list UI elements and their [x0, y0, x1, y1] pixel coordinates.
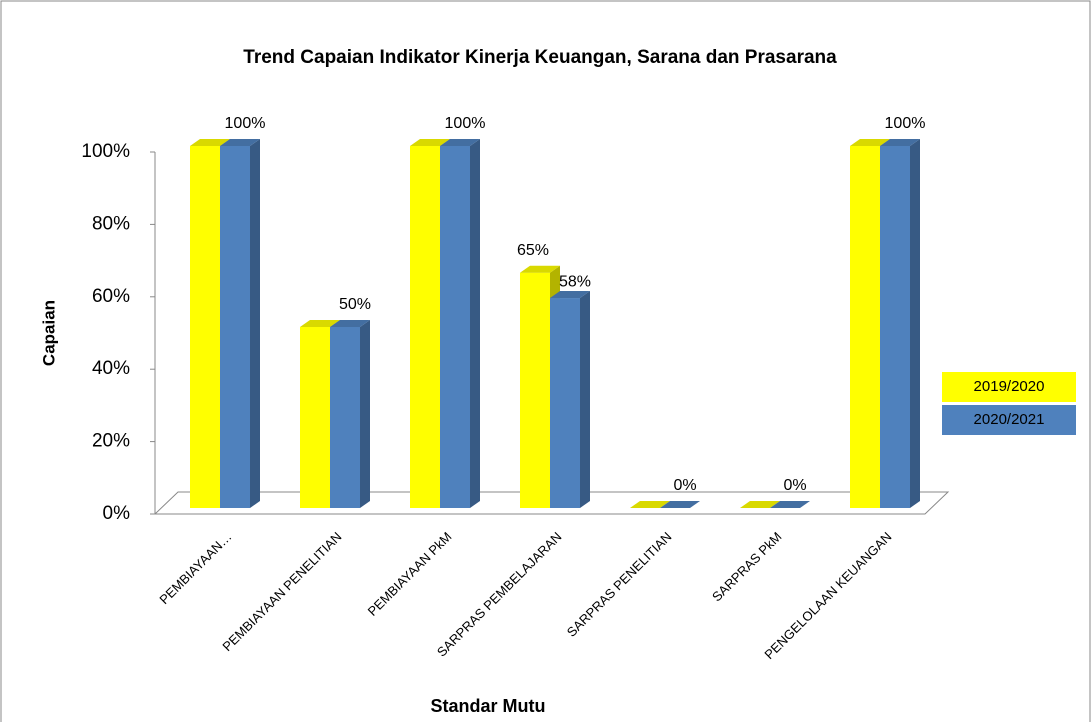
- legend-label: 2019/2020: [974, 378, 1045, 395]
- bar-top: [440, 139, 480, 146]
- bar: [850, 146, 880, 508]
- bar-side: [910, 139, 920, 508]
- bar: [220, 146, 250, 508]
- y-tick-label: 80%: [92, 213, 130, 234]
- y-axis-title: Capaian: [39, 300, 58, 366]
- bar-top: [330, 320, 370, 327]
- bar: [520, 272, 550, 508]
- data-label: 100%: [225, 115, 266, 132]
- y-tick-label: 40%: [92, 358, 130, 379]
- data-label: 0%: [783, 477, 806, 494]
- bar-top: [410, 139, 450, 146]
- bar-top: [300, 320, 340, 327]
- legend-label: 2020/2021: [974, 411, 1045, 428]
- bar-side: [470, 139, 480, 508]
- legend-swatch: [942, 405, 1076, 435]
- bar: [880, 146, 910, 508]
- bar-top: [770, 501, 810, 508]
- data-label: 0%: [673, 477, 696, 494]
- bar-top: [190, 139, 230, 146]
- legend-swatch: [942, 372, 1076, 402]
- bar: [300, 327, 330, 508]
- bar: [190, 146, 220, 508]
- chart-title: Trend Capaian Indikator Kinerja Keuangan…: [243, 47, 837, 68]
- bar-top: [550, 291, 590, 299]
- bar-top: [740, 501, 780, 508]
- bar-top: [880, 139, 920, 146]
- y-tick-label: 100%: [81, 141, 130, 162]
- floor: [153, 491, 950, 515]
- bar: [440, 146, 470, 508]
- bar-side: [250, 139, 260, 508]
- bar-top: [520, 265, 560, 273]
- bar-top: [630, 501, 670, 508]
- bar-top: [220, 139, 260, 146]
- y-tick-label: 20%: [92, 431, 130, 452]
- bar-top: [660, 501, 700, 508]
- bar: [410, 146, 440, 508]
- bar-side: [360, 320, 370, 508]
- data-label: 58%: [559, 273, 591, 290]
- bar-top: [850, 139, 890, 146]
- bar: [550, 298, 580, 508]
- bar: [330, 327, 360, 508]
- data-label: 65%: [517, 242, 549, 259]
- data-label: 50%: [339, 296, 371, 313]
- bar-side: [580, 291, 590, 508]
- y-tick-label: 0%: [103, 503, 131, 524]
- y-tick-label: 60%: [92, 286, 130, 307]
- data-label: 100%: [445, 115, 486, 132]
- x-axis-title: Standar Mutu: [431, 696, 546, 716]
- data-label: 100%: [885, 115, 926, 132]
